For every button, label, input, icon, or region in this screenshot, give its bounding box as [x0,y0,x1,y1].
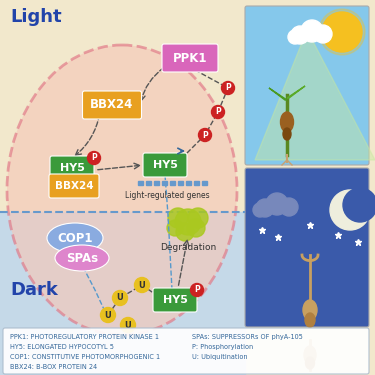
Circle shape [256,199,274,217]
Text: U: U [139,280,146,290]
Text: SPAs: SUPPRESSORs OF phyA-105: SPAs: SUPPRESSORs OF phyA-105 [192,334,303,340]
Circle shape [187,219,205,237]
Text: P: P [202,130,208,140]
Text: BBX24: BBX24 [55,181,93,191]
Ellipse shape [304,346,316,364]
Ellipse shape [55,245,109,271]
Circle shape [253,203,267,217]
Circle shape [280,198,298,216]
Bar [154,181,159,185]
Text: BBX24: B-BOX PROTEIN 24: BBX24: B-BOX PROTEIN 24 [10,364,97,370]
Circle shape [188,208,208,228]
Circle shape [112,291,128,306]
Bar [202,181,207,185]
Text: COP1: COP1 [57,231,93,244]
Ellipse shape [280,112,294,132]
Circle shape [175,209,201,235]
Text: U: U [117,294,123,303]
Circle shape [343,188,375,222]
Text: U: U [124,321,131,330]
FancyBboxPatch shape [50,156,94,180]
Ellipse shape [7,45,237,335]
Ellipse shape [47,223,103,253]
Ellipse shape [306,357,315,369]
Circle shape [135,278,150,292]
FancyBboxPatch shape [162,44,218,72]
Text: Degradation: Degradation [160,243,216,252]
Circle shape [322,12,362,52]
Bar [178,181,183,185]
Ellipse shape [283,128,291,140]
Bar [170,181,175,185]
Bar [0,212,245,375]
Bar [194,181,199,185]
Text: U: U [105,310,111,320]
Circle shape [198,129,211,141]
FancyBboxPatch shape [245,168,369,327]
Circle shape [176,223,194,241]
FancyBboxPatch shape [153,288,197,312]
Text: HY5: HY5 [163,295,188,305]
Circle shape [319,9,365,55]
Circle shape [211,105,225,118]
FancyBboxPatch shape [49,174,99,198]
Circle shape [100,308,116,322]
FancyBboxPatch shape [245,6,369,165]
Polygon shape [287,86,305,98]
Circle shape [87,152,100,165]
FancyBboxPatch shape [82,91,141,119]
Text: HY5: HY5 [153,160,177,170]
Bar [146,181,151,185]
Polygon shape [269,88,287,100]
Ellipse shape [305,313,315,327]
Text: P: P [215,108,221,117]
Text: PPK1: PHOTOREGULATORY PROTEIN KINASE 1: PPK1: PHOTOREGULATORY PROTEIN KINASE 1 [10,334,159,340]
Text: P: P [91,153,97,162]
Text: HY5: ELONGATED HYPOCOTYL 5: HY5: ELONGATED HYPOCOTYL 5 [10,344,114,350]
Text: BBX24: BBX24 [90,99,134,111]
Circle shape [120,318,135,333]
Text: Dark: Dark [10,281,58,299]
Circle shape [167,220,183,236]
Circle shape [330,190,370,230]
Text: PPK1: PPK1 [173,51,207,64]
Text: Light: Light [10,8,62,26]
Text: P: Phosphorylation: P: Phosphorylation [192,344,253,350]
Text: P: P [225,84,231,93]
Text: Light-regulated genes: Light-regulated genes [124,191,209,200]
Circle shape [288,30,302,44]
Circle shape [190,284,204,297]
Bar [162,181,167,185]
Polygon shape [255,30,375,160]
Text: U: Ubiquitination: U: Ubiquitination [192,354,248,360]
Bar [138,181,143,185]
Circle shape [168,208,188,228]
Text: COP1: CONSTITUTIVE PHOTOMORPHOGENIC 1: COP1: CONSTITUTIVE PHOTOMORPHOGENIC 1 [10,354,160,360]
FancyBboxPatch shape [143,153,187,177]
Circle shape [314,25,332,43]
Circle shape [291,26,309,44]
Text: SPAs: SPAs [66,252,98,264]
Circle shape [222,81,234,94]
Text: P: P [194,285,200,294]
Circle shape [301,20,323,42]
FancyBboxPatch shape [3,328,369,374]
Ellipse shape [303,300,317,320]
Circle shape [266,193,288,215]
Bar [186,181,191,185]
Text: HY5: HY5 [60,163,84,173]
